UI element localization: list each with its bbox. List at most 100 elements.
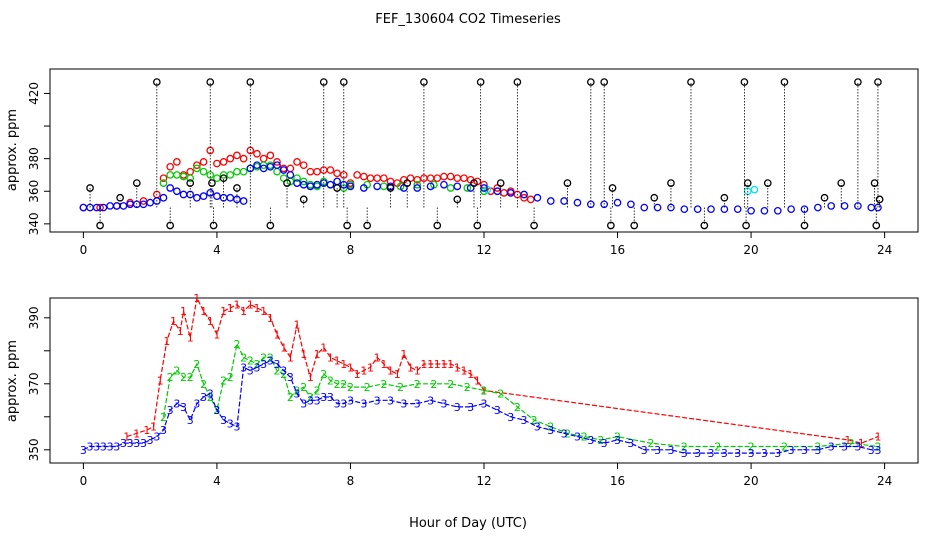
data-point-green <box>193 164 201 173</box>
data-point-green <box>233 167 241 176</box>
series-marker-3: 3 <box>614 434 621 447</box>
data-point-blue <box>206 189 215 197</box>
data-point-black <box>152 78 161 86</box>
series-marker-2: 2 <box>200 378 207 391</box>
series-marker-1: 1 <box>874 431 881 444</box>
series-marker-1: 1 <box>280 342 287 355</box>
series-marker-3: 3 <box>187 414 194 427</box>
series-marker-3: 3 <box>320 391 327 404</box>
data-point-black <box>687 78 695 86</box>
data-point-black <box>206 78 215 86</box>
series-marker-3: 3 <box>494 404 501 417</box>
data-point-blue <box>827 202 836 210</box>
series-marker-3: 3 <box>133 437 140 450</box>
series-marker-3: 3 <box>400 398 407 411</box>
series-marker-1: 1 <box>374 351 381 364</box>
series-marker-3: 3 <box>360 398 367 411</box>
data-point-black <box>607 221 615 230</box>
data-point-blue <box>213 192 221 200</box>
series-marker-3: 3 <box>547 424 554 437</box>
y-tick-label: 360 <box>27 180 41 203</box>
data-point-black <box>266 221 275 230</box>
series-marker-1: 1 <box>481 384 488 397</box>
data-point-green <box>273 167 281 176</box>
data-point-black <box>209 221 218 230</box>
series-marker-2: 2 <box>497 388 504 401</box>
series-marker-1: 1 <box>340 358 347 371</box>
data-point-blue <box>146 198 155 207</box>
series-marker-3: 3 <box>414 398 421 411</box>
series-marker-3: 3 <box>627 437 634 450</box>
series-marker-2: 2 <box>531 414 538 427</box>
data-point-blue <box>520 190 528 199</box>
data-point-red <box>266 151 275 160</box>
series-marker-3: 3 <box>147 434 154 447</box>
data-point-green <box>186 174 195 183</box>
x-tick-label: 20 <box>743 474 758 488</box>
series-marker-3: 3 <box>454 401 461 414</box>
data-point-blue <box>800 205 809 214</box>
y-tick-label: 420 <box>27 82 41 105</box>
x-tick-label: 4 <box>213 474 221 488</box>
data-point-blue <box>613 198 622 207</box>
data-point-green <box>226 171 235 179</box>
x-tick-label: 16 <box>610 474 625 488</box>
data-point-red <box>440 172 448 181</box>
data-point-black <box>473 221 482 230</box>
data-point-black <box>874 78 882 86</box>
series-marker-1: 1 <box>394 368 401 381</box>
series-marker-3: 3 <box>734 447 741 460</box>
data-point-blue <box>627 200 635 209</box>
x-tick-label: 12 <box>476 243 491 257</box>
y-axis-label-top: approx. ppm <box>5 109 20 191</box>
data-point-black <box>780 78 789 86</box>
data-point-blue <box>426 182 435 191</box>
series-marker-3: 3 <box>748 447 755 460</box>
data-point-black <box>608 184 617 192</box>
data-point-red <box>313 167 321 176</box>
series-marker-1: 1 <box>454 361 461 374</box>
series-marker-1: 1 <box>347 361 354 374</box>
series-marker-3: 3 <box>521 414 528 427</box>
series-marker-1: 1 <box>354 368 361 381</box>
data-point-red <box>193 161 201 170</box>
series-marker-1: 1 <box>407 361 414 374</box>
series-marker-1: 1 <box>858 437 865 450</box>
data-point-black <box>875 195 884 204</box>
series-marker-3: 3 <box>107 441 114 454</box>
series-marker-2: 2 <box>307 391 314 404</box>
data-point-blue <box>239 197 248 205</box>
data-point-blue <box>640 203 649 212</box>
series-marker-1: 1 <box>427 358 434 371</box>
data-point-blue <box>653 203 662 212</box>
data-point-red <box>526 195 535 204</box>
data-point-green <box>293 174 301 183</box>
data-point-black <box>453 195 462 204</box>
series-marker-2: 2 <box>193 358 200 371</box>
series-marker-1: 1 <box>314 348 321 361</box>
series-marker-3: 3 <box>774 447 781 460</box>
series-marker-3: 3 <box>260 358 267 371</box>
series-marker-2: 2 <box>397 381 404 394</box>
data-point-red <box>333 169 341 178</box>
series-marker-1: 1 <box>414 365 421 378</box>
series-marker-2: 2 <box>647 437 654 450</box>
series-marker-3: 3 <box>100 441 107 454</box>
series-marker-3: 3 <box>307 394 314 407</box>
data-point-blue <box>787 205 795 214</box>
series-marker-3: 3 <box>841 441 848 454</box>
series-marker-2: 2 <box>274 365 281 378</box>
series-marker-1: 1 <box>150 421 157 434</box>
data-point-green <box>239 167 248 176</box>
series-marker-2: 2 <box>180 371 187 384</box>
data-point-black <box>219 174 228 183</box>
data-point-black <box>496 179 505 187</box>
data-point-black <box>476 78 485 86</box>
data-point-blue <box>747 206 755 215</box>
series-marker-2: 2 <box>364 381 371 394</box>
series-marker-2: 2 <box>781 441 788 454</box>
series-marker-1: 1 <box>180 305 187 318</box>
data-point-blue <box>453 182 462 191</box>
